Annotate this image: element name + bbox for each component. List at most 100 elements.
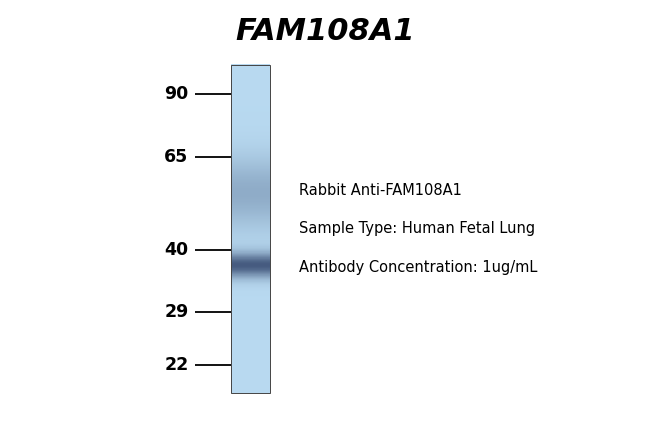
Bar <box>231 154 270 155</box>
Bar <box>231 203 270 204</box>
Bar <box>231 179 270 180</box>
Bar <box>231 350 270 351</box>
Bar <box>231 198 270 199</box>
Bar <box>231 365 270 366</box>
Bar <box>231 214 270 215</box>
Bar <box>231 181 270 182</box>
Bar <box>231 170 270 171</box>
Bar <box>231 96 270 97</box>
Bar <box>231 226 270 227</box>
Bar <box>231 217 270 218</box>
Bar <box>231 330 270 331</box>
Text: 65: 65 <box>164 148 188 166</box>
Bar <box>231 233 270 234</box>
Bar <box>231 93 270 94</box>
Bar <box>231 299 270 300</box>
Bar <box>231 162 270 163</box>
Bar <box>231 120 270 121</box>
Bar <box>231 389 270 390</box>
Bar <box>231 302 270 303</box>
Bar <box>231 91 270 92</box>
Bar <box>231 71 270 72</box>
Bar <box>231 192 270 193</box>
Bar <box>231 262 270 263</box>
Bar <box>231 98 270 99</box>
Bar <box>231 273 270 274</box>
Bar <box>231 67 270 68</box>
Bar <box>231 309 270 310</box>
Bar <box>231 118 270 119</box>
Bar <box>231 239 270 240</box>
Bar <box>231 261 270 262</box>
Bar <box>231 373 270 374</box>
Bar <box>231 77 270 78</box>
Bar <box>231 339 270 340</box>
Bar <box>231 146 270 147</box>
Bar <box>231 285 270 286</box>
Bar <box>231 202 270 203</box>
Bar <box>231 345 270 346</box>
Bar <box>231 204 270 205</box>
Bar <box>231 299 270 300</box>
Bar <box>231 332 270 333</box>
Bar <box>231 383 270 384</box>
Bar <box>231 69 270 70</box>
Bar <box>231 231 270 232</box>
Bar <box>231 140 270 141</box>
Bar <box>231 337 270 338</box>
Bar <box>231 201 270 202</box>
Bar <box>231 393 270 394</box>
Bar <box>231 359 270 360</box>
Bar <box>231 310 270 311</box>
Bar <box>231 167 270 168</box>
Bar <box>231 65 270 66</box>
Bar <box>231 139 270 140</box>
Bar <box>231 324 270 325</box>
Bar <box>231 238 270 239</box>
Bar <box>231 125 270 126</box>
Text: 90: 90 <box>164 86 188 103</box>
Bar <box>231 171 270 172</box>
Bar <box>231 326 270 327</box>
Bar <box>231 87 270 88</box>
Bar <box>231 232 270 233</box>
Bar <box>231 116 270 117</box>
Bar <box>231 311 270 312</box>
Bar <box>231 180 270 181</box>
Bar <box>231 214 270 215</box>
Bar <box>231 152 270 153</box>
Bar <box>231 141 270 142</box>
Bar <box>231 208 270 209</box>
Bar <box>231 181 270 182</box>
Bar <box>231 275 270 276</box>
Bar <box>231 185 270 186</box>
Bar <box>231 340 270 341</box>
Bar <box>231 81 270 82</box>
Bar <box>231 377 270 378</box>
Bar <box>231 169 270 170</box>
Bar <box>231 147 270 148</box>
Bar <box>231 71 270 72</box>
Bar <box>231 110 270 111</box>
Bar <box>231 191 270 192</box>
Bar <box>231 83 270 84</box>
Bar <box>231 263 270 264</box>
Bar <box>231 185 270 186</box>
Bar <box>231 161 270 162</box>
Bar <box>231 220 270 221</box>
Bar <box>231 165 270 166</box>
Bar <box>231 373 270 374</box>
Bar <box>231 236 270 237</box>
Bar <box>231 124 270 125</box>
Bar <box>231 298 270 299</box>
Bar <box>231 336 270 337</box>
Bar <box>231 169 270 170</box>
Bar <box>231 108 270 109</box>
Bar <box>231 273 270 274</box>
Bar <box>231 248 270 249</box>
Bar <box>231 267 270 268</box>
Bar <box>231 212 270 213</box>
Bar <box>231 144 270 145</box>
Bar <box>231 220 270 221</box>
Bar <box>231 138 270 139</box>
